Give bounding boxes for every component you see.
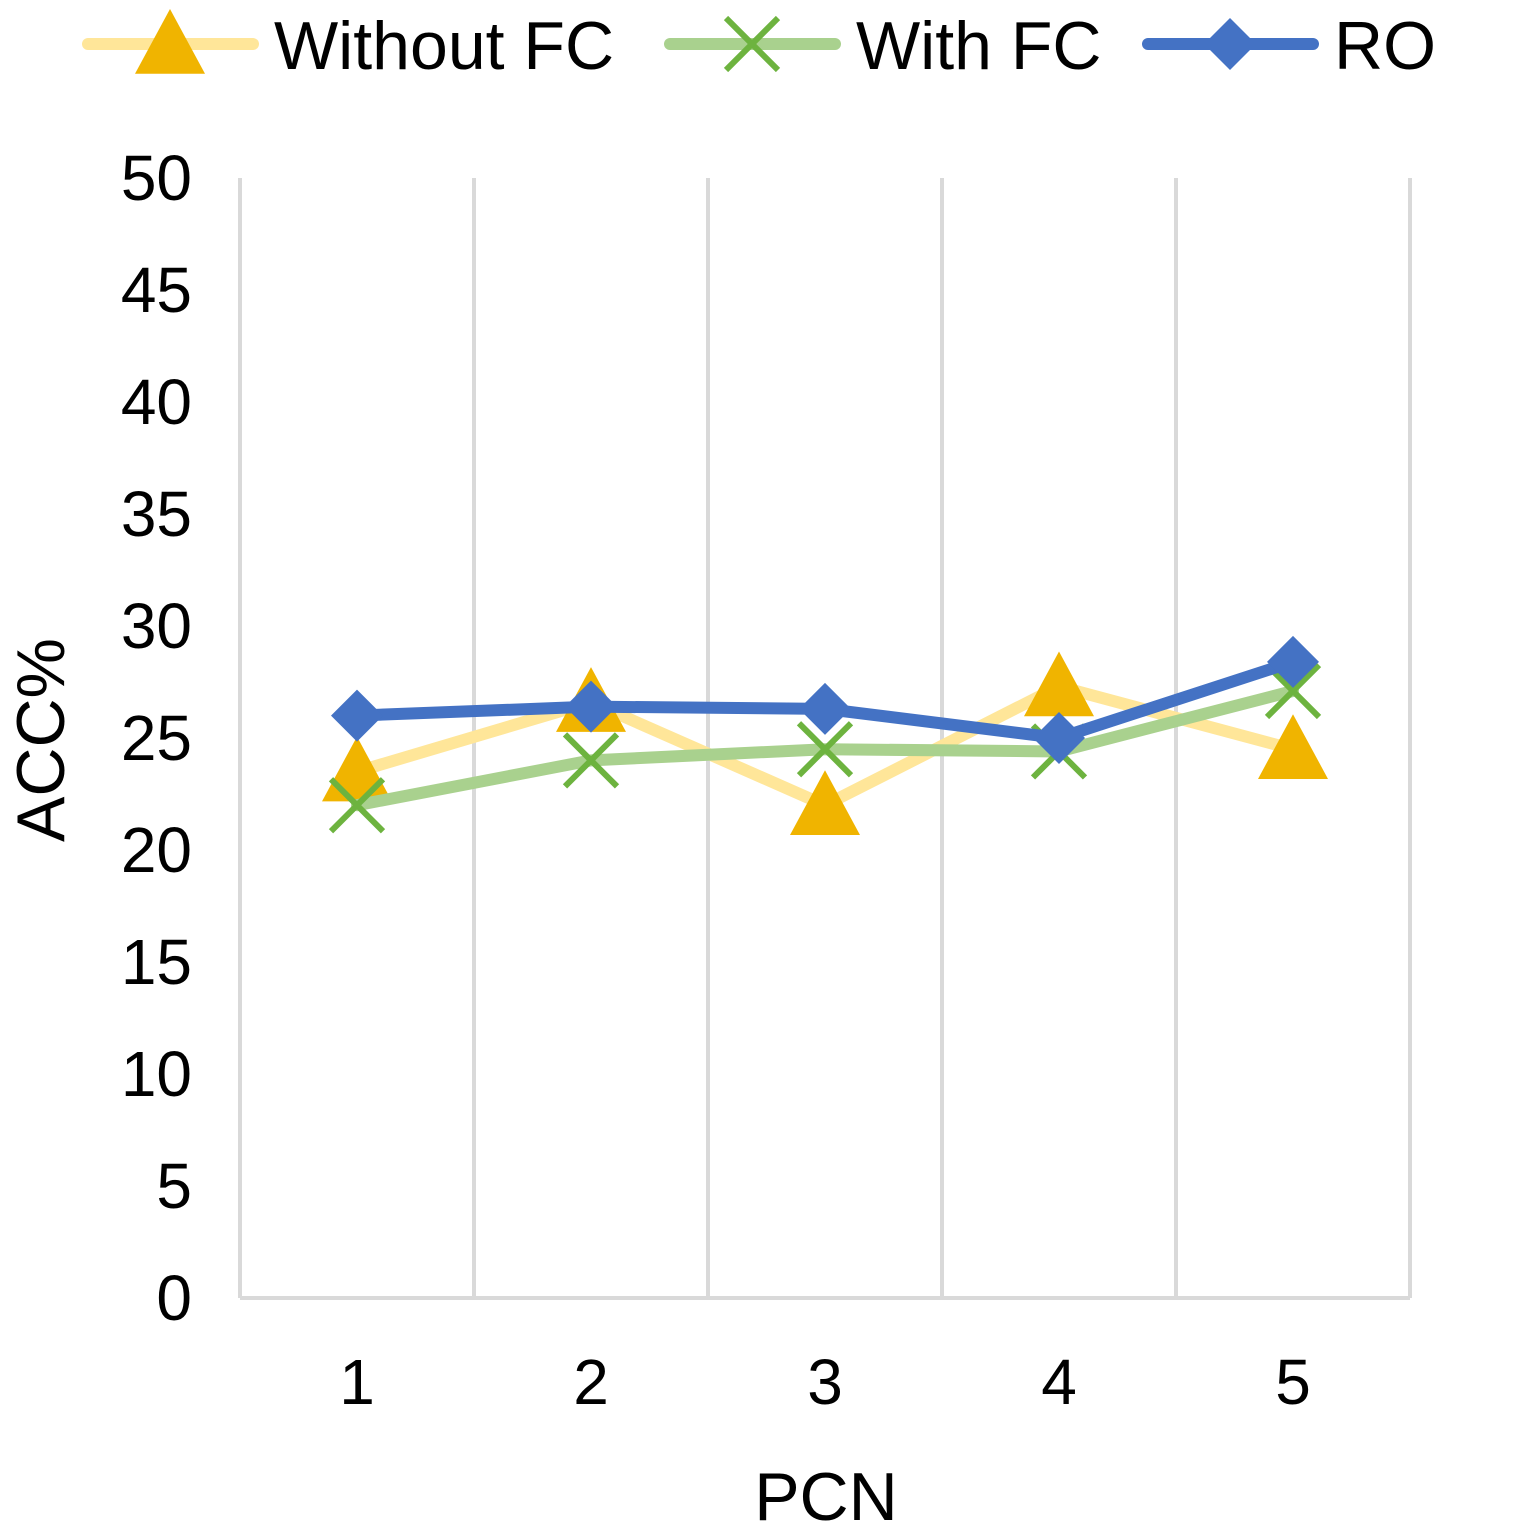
x-axis-title: PCN: [754, 1459, 898, 1524]
x-tick-label: 5: [1275, 1346, 1311, 1418]
y-tick-label: 0: [156, 1262, 192, 1334]
legend-marker: [135, 9, 205, 74]
legend-label: RO: [1334, 8, 1436, 84]
legend-label: Without FC: [274, 8, 614, 84]
y-tick-labels: 0 5 10 15 20 25 30 35 40 45 50: [121, 142, 192, 1334]
legend-entry: Without FC: [82, 8, 614, 84]
y-tick-label: 20: [121, 814, 192, 886]
data-point: [799, 682, 851, 735]
y-tick-label: 25: [121, 702, 192, 774]
x-tick-label: 1: [339, 1346, 375, 1418]
y-tick-label: 30: [121, 590, 192, 662]
x-tick-label: 4: [1041, 1346, 1077, 1418]
y-tick-label: 10: [121, 1038, 192, 1110]
y-tick-label: 35: [121, 478, 192, 550]
y-tick-label: 45: [121, 254, 192, 326]
y-tick-label: 15: [121, 926, 192, 998]
legend-marker: [1204, 18, 1256, 70]
data-point: [790, 770, 860, 835]
legend-label: With FC: [856, 8, 1102, 84]
x-tick-label: 2: [573, 1346, 609, 1418]
legend-marker: [723, 15, 781, 73]
x-tick-labels: 1 2 3 4 5: [339, 1346, 1311, 1418]
data-point: [328, 777, 386, 834]
data-point: [1258, 714, 1328, 779]
x-tick-label: 3: [807, 1346, 843, 1418]
legend: Without FC With FC RO: [82, 8, 1436, 84]
data-point: [1024, 651, 1094, 717]
data-point: [1033, 712, 1085, 764]
legend-entry: RO: [1142, 8, 1436, 84]
series-group: [322, 635, 1328, 835]
y-tick-label: 50: [121, 142, 192, 214]
data-point: [562, 732, 620, 789]
y-tick-label: 40: [121, 366, 192, 438]
y-tick-label: 5: [156, 1150, 192, 1222]
series-2: [331, 635, 1319, 764]
data-point: [796, 721, 854, 778]
data-point: [1267, 635, 1319, 688]
gridlines: [238, 178, 1412, 1298]
data-point: [331, 689, 383, 742]
legend-entry: With FC: [664, 8, 1102, 84]
data-point: [565, 680, 617, 733]
y-axis-title: ACC%: [3, 638, 79, 842]
